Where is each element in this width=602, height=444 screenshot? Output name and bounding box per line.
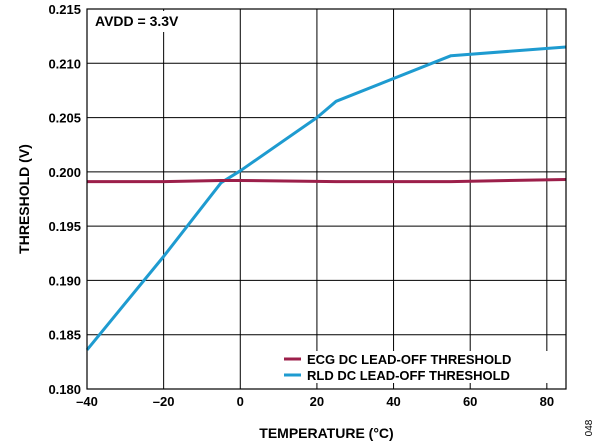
y-axis-title: THRESHOLD (V) <box>16 144 32 254</box>
series-line-rld-dc-lead-off-threshold <box>85 45 567 351</box>
grid <box>87 9 566 389</box>
y-tick-label: 0.215 <box>48 2 81 17</box>
y-tick-label: 0.180 <box>48 382 81 397</box>
avdd-annotation: AVDD = 3.3V <box>95 13 179 29</box>
series-line-ecg-dc-lead-off-threshold <box>87 178 567 184</box>
x-tick-label: –20 <box>153 394 175 409</box>
x-tick-label: 80 <box>540 394 554 409</box>
legend-label: RLD DC LEAD-OFF THRESHOLD <box>307 368 510 383</box>
x-tick-label: 0 <box>237 394 244 409</box>
x-axis-title: TEMPERATURE (°C) <box>259 425 393 441</box>
y-tick-label: 0.195 <box>48 219 81 234</box>
annotation-background <box>89 11 195 32</box>
x-tick-label: 40 <box>386 394 400 409</box>
x-tick-label: 60 <box>463 394 477 409</box>
figure-code: 048 <box>584 419 595 436</box>
y-tick-label: 0.205 <box>48 111 81 126</box>
x-tick-label: 20 <box>310 394 324 409</box>
y-tick-labels: 0.180 0.185 0.190 0.195 0.200 0.205 0.210 0.215 <box>48 2 81 397</box>
series-lines <box>85 45 567 351</box>
legend-background <box>282 367 565 383</box>
x-tick-labels: –40 –20 0 20 40 60 80 <box>76 394 554 409</box>
plot-frame <box>86 8 567 390</box>
legend-label: ECG DC LEAD-OFF THRESHOLD <box>307 352 511 367</box>
legend-background <box>282 351 565 367</box>
x-tick-label: –40 <box>76 394 98 409</box>
y-tick-label: 0.210 <box>48 56 81 71</box>
y-tick-label: 0.185 <box>48 328 81 343</box>
y-tick-label: 0.190 <box>48 273 81 288</box>
y-tick-label: 0.200 <box>48 165 81 180</box>
